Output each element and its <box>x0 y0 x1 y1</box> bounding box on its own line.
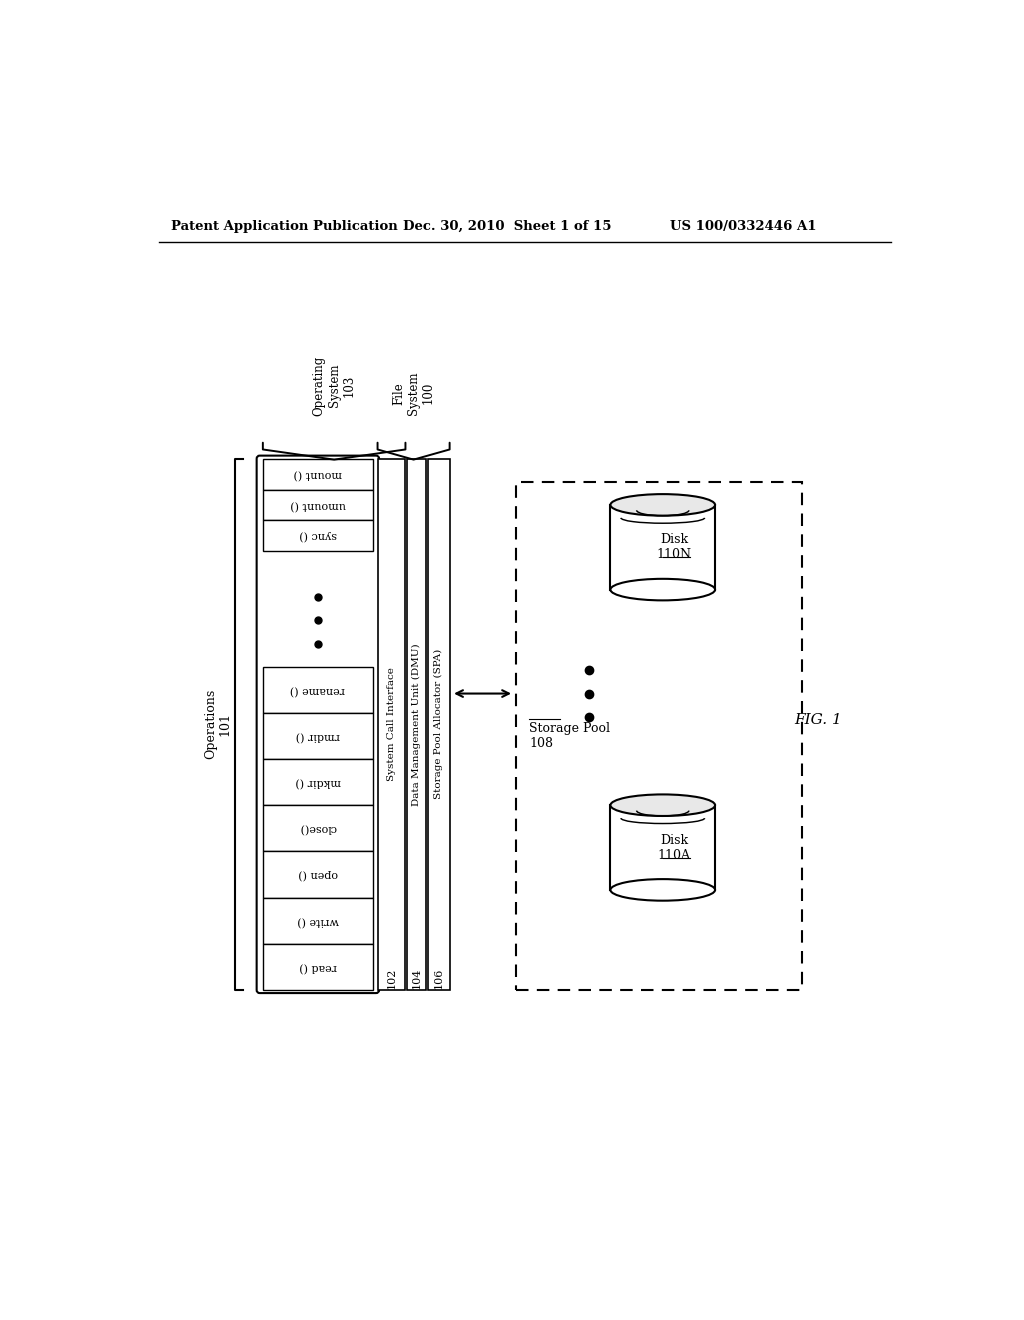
Bar <box>428 459 450 990</box>
Text: Data Management Unit (DMU): Data Management Unit (DMU) <box>412 643 421 805</box>
Bar <box>610 506 715 590</box>
Text: FIG. 1: FIG. 1 <box>794 714 842 727</box>
Bar <box>515 482 802 990</box>
Bar <box>610 805 715 890</box>
Text: sync (): sync () <box>299 531 337 541</box>
Ellipse shape <box>610 494 715 516</box>
Text: Storage Pool Allocator (SPA): Storage Pool Allocator (SPA) <box>434 649 443 800</box>
Text: Storage Pool
108: Storage Pool 108 <box>529 722 610 750</box>
Ellipse shape <box>610 795 715 816</box>
Text: System Call Interface: System Call Interface <box>387 668 396 781</box>
Bar <box>378 459 406 990</box>
Text: 102: 102 <box>386 968 396 989</box>
Text: Disk
110N: Disk 110N <box>656 533 692 561</box>
FancyBboxPatch shape <box>257 455 379 993</box>
Bar <box>263 490 373 520</box>
Bar <box>263 667 373 713</box>
Bar <box>263 944 373 990</box>
Text: mkdir (): mkdir () <box>295 777 341 787</box>
Text: close(): close() <box>299 824 337 833</box>
Text: 104: 104 <box>412 968 422 989</box>
Bar <box>263 851 373 898</box>
Bar <box>263 459 373 490</box>
Ellipse shape <box>610 579 715 601</box>
Bar <box>263 759 373 805</box>
Text: Operations
101: Operations 101 <box>204 689 231 759</box>
Text: umount (): umount () <box>290 500 346 510</box>
Text: rename (): rename () <box>291 685 345 694</box>
Text: US 100/0332446 A1: US 100/0332446 A1 <box>671 219 817 232</box>
Bar <box>263 805 373 851</box>
Text: File
System
100: File System 100 <box>392 371 435 414</box>
Text: write (): write () <box>297 916 339 925</box>
Text: mount (): mount () <box>294 469 342 479</box>
Text: open (): open () <box>298 869 338 880</box>
Text: read (): read () <box>299 962 337 972</box>
Ellipse shape <box>610 879 715 900</box>
Text: Dec. 30, 2010  Sheet 1 of 15: Dec. 30, 2010 Sheet 1 of 15 <box>403 219 611 232</box>
Bar <box>263 520 373 552</box>
Text: Operating
System
103: Operating System 103 <box>312 355 355 416</box>
Bar <box>263 898 373 944</box>
Bar <box>407 459 426 990</box>
Bar <box>263 713 373 759</box>
Text: 106: 106 <box>434 968 443 989</box>
Text: Disk
110A: Disk 110A <box>657 833 691 862</box>
Text: rmdir (): rmdir () <box>296 731 340 741</box>
Text: Patent Application Publication: Patent Application Publication <box>171 219 397 232</box>
